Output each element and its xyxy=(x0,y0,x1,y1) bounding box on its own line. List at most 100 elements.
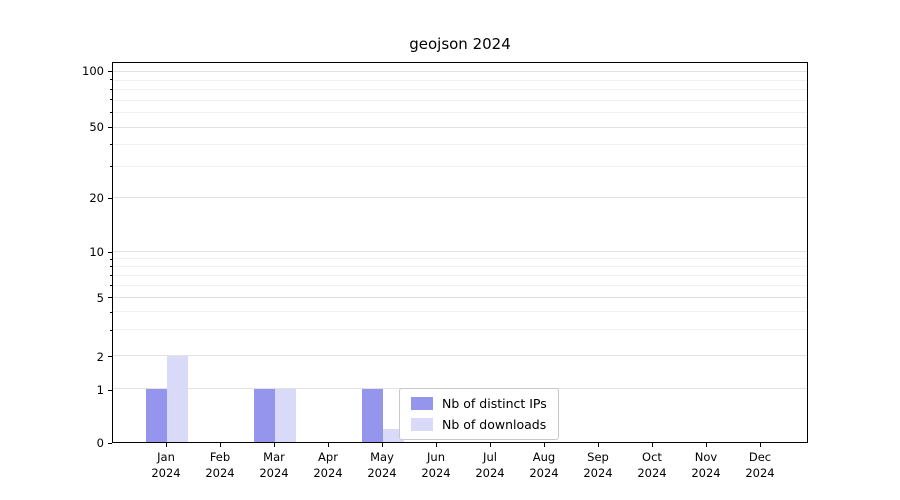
gridline-minor xyxy=(113,112,807,114)
y-minor-tick-mark xyxy=(110,266,112,268)
x-tick-label: Aug 2024 xyxy=(529,449,558,481)
x-tick-year: 2024 xyxy=(583,466,613,480)
y-minor-tick-mark xyxy=(110,311,112,313)
bar-nb-of-downloads xyxy=(275,389,296,442)
x-tick-year: 2024 xyxy=(691,466,721,480)
gridline-minor xyxy=(113,166,807,168)
x-tick-month: Apr xyxy=(318,450,338,464)
x-tick-month: Mar xyxy=(263,450,285,464)
x-tick-mark xyxy=(219,443,221,447)
x-tick-mark xyxy=(597,443,599,447)
x-tick-label: Apr 2024 xyxy=(313,449,342,481)
x-tick-month: Aug xyxy=(532,450,556,464)
x-tick-year: 2024 xyxy=(151,466,181,480)
legend-item: Nb of distinct IPs xyxy=(411,396,547,411)
x-tick-month: Nov xyxy=(694,450,718,464)
x-tick-label: Feb 2024 xyxy=(205,449,234,481)
x-tick-mark xyxy=(381,443,383,447)
y-minor-tick-mark xyxy=(110,166,112,168)
y-minor-tick-mark xyxy=(110,330,112,332)
y-tick-mark xyxy=(108,442,112,444)
gridline-minor xyxy=(113,258,807,260)
x-tick-label: May 2024 xyxy=(367,449,396,481)
y-tick-label: 50 xyxy=(89,120,104,135)
gridline-major xyxy=(113,126,807,128)
y-tick-mark xyxy=(108,126,112,128)
x-tick-year: 2024 xyxy=(529,466,559,480)
y-minor-tick-mark xyxy=(110,79,112,81)
y-tick-label: 2 xyxy=(96,349,104,364)
legend-item: Nb of downloads xyxy=(411,417,547,432)
x-tick-month: Jul xyxy=(483,450,497,464)
x-tick-label: Jul 2024 xyxy=(475,449,504,481)
x-tick-label: Dec 2024 xyxy=(745,449,774,481)
x-tick-month: Jun xyxy=(427,450,445,464)
x-tick-year: 2024 xyxy=(367,466,397,480)
legend-swatch xyxy=(411,418,433,431)
x-tick-month: Dec xyxy=(748,450,772,464)
bar-nb-of-distinct-ips xyxy=(146,389,167,442)
bar-nb-of-distinct-ips xyxy=(362,389,383,442)
chart-title: geojson 2024 xyxy=(409,35,511,53)
x-tick-year: 2024 xyxy=(205,466,235,480)
y-tick-mark xyxy=(108,70,112,72)
gridline-minor xyxy=(113,79,807,81)
x-tick-mark xyxy=(165,443,167,447)
x-tick-month: Oct xyxy=(642,450,662,464)
x-tick-month: May xyxy=(370,450,394,464)
x-tick-year: 2024 xyxy=(475,466,505,480)
x-tick-year: 2024 xyxy=(259,466,289,480)
x-tick-mark xyxy=(435,443,437,447)
gridline-minor xyxy=(113,143,807,145)
y-tick-label: 20 xyxy=(89,191,104,206)
gridline-major xyxy=(113,251,807,253)
y-tick-label: 10 xyxy=(89,245,104,260)
y-minor-tick-mark xyxy=(110,88,112,90)
gridline-minor xyxy=(113,310,807,312)
y-tick-mark xyxy=(108,389,112,391)
gridline-minor xyxy=(113,89,807,91)
x-tick-label: Oct 2024 xyxy=(637,449,666,481)
legend: Nb of distinct IPs Nb of downloads xyxy=(399,388,559,440)
gridline-major xyxy=(113,197,807,199)
x-tick-label: Jan 2024 xyxy=(151,449,180,481)
y-tick-label: 5 xyxy=(96,290,104,305)
x-tick-label: Nov 2024 xyxy=(691,449,720,481)
gridline-minor xyxy=(113,284,807,286)
x-tick-mark xyxy=(273,443,275,447)
x-tick-label: Jun 2024 xyxy=(421,449,450,481)
gridline-minor xyxy=(113,329,807,331)
y-tick-mark xyxy=(108,297,112,299)
bar-nb-of-downloads xyxy=(167,356,188,442)
legend-label: Nb of distinct IPs xyxy=(442,396,547,411)
gridline-minor xyxy=(113,274,807,276)
x-tick-mark xyxy=(489,443,491,447)
y-minor-tick-mark xyxy=(110,99,112,101)
gridlines-layer xyxy=(113,63,807,442)
legend-swatch xyxy=(411,397,433,410)
x-tick-month: Feb xyxy=(209,450,231,464)
x-tick-mark xyxy=(705,443,707,447)
x-tick-month: Jan xyxy=(157,450,175,464)
bar-nb-of-distinct-ips xyxy=(254,389,275,442)
x-tick-mark xyxy=(759,443,761,447)
gridline-minor xyxy=(113,265,807,267)
legend-label: Nb of downloads xyxy=(442,417,547,432)
y-minor-tick-mark xyxy=(110,275,112,277)
y-tick-label: 100 xyxy=(82,64,104,79)
plot-area: Nb of distinct IPs Nb of downloads xyxy=(112,62,808,443)
x-tick-mark xyxy=(327,443,329,447)
y-minor-tick-mark xyxy=(110,111,112,113)
x-tick-mark xyxy=(651,443,653,447)
y-tick-mark xyxy=(108,197,112,199)
y-tick-mark xyxy=(108,356,112,358)
bars-layer xyxy=(113,63,807,442)
x-tick-year: 2024 xyxy=(637,466,667,480)
x-tick-label: Sep 2024 xyxy=(583,449,612,481)
x-tick-year: 2024 xyxy=(745,466,775,480)
y-minor-tick-mark xyxy=(110,258,112,260)
gridline-major xyxy=(113,296,807,298)
y-tick-label: 0 xyxy=(96,436,104,450)
y-minor-tick-mark xyxy=(110,143,112,145)
